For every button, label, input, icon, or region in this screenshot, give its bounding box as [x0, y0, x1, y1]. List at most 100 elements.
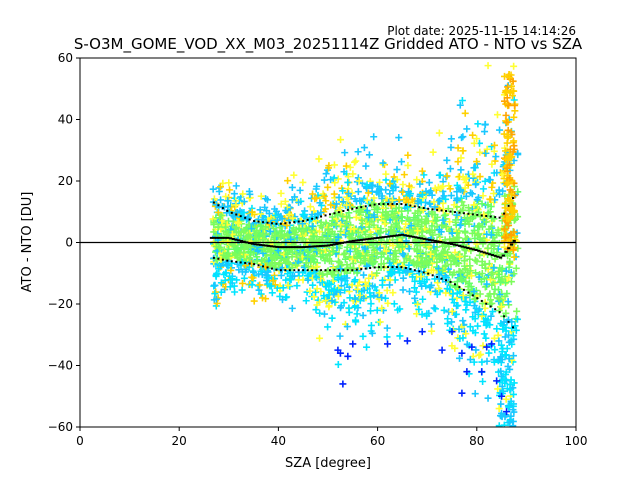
scatter-point	[341, 255, 349, 263]
scatter-point	[283, 203, 291, 211]
scatter-point	[309, 281, 317, 289]
scatter-point	[450, 269, 458, 277]
scatter-point	[487, 312, 495, 320]
scatter-point	[478, 358, 486, 366]
scatter-point	[370, 291, 378, 299]
scatter-point	[341, 267, 349, 275]
scatter-point	[447, 192, 455, 200]
outlier-point	[463, 368, 471, 376]
scatter-point	[484, 62, 492, 70]
scatter-point	[368, 329, 376, 337]
scatter-point	[501, 154, 509, 162]
scatter-point	[352, 157, 360, 165]
scatter-point	[510, 145, 518, 153]
scatter-point	[479, 342, 487, 350]
scatter-point	[351, 295, 359, 303]
scatter-point	[376, 244, 384, 252]
scatter-point	[284, 250, 292, 258]
scatter-point	[446, 165, 454, 173]
scatter-point	[366, 218, 374, 226]
scatter-point	[324, 323, 332, 331]
scatter-point	[304, 263, 312, 271]
scatter-point	[510, 390, 518, 398]
scatter-point	[226, 186, 234, 194]
scatter-point	[478, 278, 486, 286]
scatter-point	[258, 271, 266, 279]
scatter-point	[501, 351, 509, 359]
scatter-point	[270, 232, 278, 240]
scatter-point	[505, 101, 513, 109]
y-axis-label: ATO - NTO [DU]	[20, 192, 35, 293]
scatter-point	[505, 274, 513, 282]
scatter-point	[319, 251, 327, 259]
scatter-point	[291, 193, 299, 201]
scatter-point	[489, 308, 497, 316]
scatter-point	[235, 266, 243, 274]
scatter-point	[292, 261, 300, 269]
outlier-point	[498, 392, 506, 400]
scatter-point	[470, 139, 478, 147]
scatter-point	[430, 198, 438, 206]
scatter-point	[450, 201, 458, 209]
scatter-point	[470, 201, 478, 209]
scatter-point	[443, 172, 451, 180]
scatter-point	[304, 253, 312, 261]
scatter-point	[502, 87, 510, 95]
scatter-point	[363, 181, 371, 189]
scatter-point	[454, 196, 462, 204]
scatter-point	[214, 223, 222, 231]
scatter-point	[494, 385, 502, 393]
outlier-point	[458, 389, 466, 397]
scatter-point	[439, 266, 447, 274]
scatter-point	[507, 231, 515, 239]
y-tick-label: 0	[65, 236, 73, 250]
scatter-point	[507, 278, 515, 286]
scatter-point	[507, 154, 515, 162]
scatter-point	[367, 300, 375, 308]
scatter-point	[306, 270, 314, 278]
scatter-point	[327, 176, 335, 184]
scatter-point	[302, 259, 310, 267]
scatter-point	[448, 318, 456, 326]
scatter-point	[248, 273, 256, 281]
scatter-point	[379, 276, 387, 284]
y-tick-label: 40	[58, 113, 73, 127]
scatter-point	[383, 324, 391, 332]
scatter-point	[360, 294, 368, 302]
scatter-point	[277, 254, 285, 262]
scatter-point	[495, 422, 503, 427]
scatter-point	[388, 196, 396, 204]
scatter-point	[318, 233, 326, 241]
scatter-point	[382, 176, 390, 184]
scatter-point	[507, 197, 515, 205]
scatter-point	[433, 258, 441, 266]
scatter-point	[457, 207, 465, 215]
scatter-point	[463, 340, 471, 348]
scatter-point	[370, 194, 378, 202]
scatter-point	[226, 283, 234, 291]
scatter-point	[422, 187, 430, 195]
scatter-point	[325, 302, 333, 310]
scatter-point	[316, 334, 324, 342]
scatter-point	[395, 196, 403, 204]
scatter-point	[510, 270, 518, 278]
scatter-point	[496, 126, 504, 134]
scatter-point	[349, 259, 357, 267]
scatter-point	[383, 286, 391, 294]
scatter-point	[247, 225, 255, 233]
scatter-point	[233, 228, 241, 236]
scatter-point	[506, 89, 514, 97]
scatter-point	[427, 250, 435, 258]
scatter-point	[353, 310, 361, 318]
scatter-point	[222, 223, 230, 231]
scatter-point	[501, 211, 509, 219]
scatter-point	[361, 252, 369, 260]
scatter-point	[491, 346, 499, 354]
scatter-point	[370, 133, 378, 141]
scatter-point	[503, 345, 511, 353]
scatter-point	[230, 190, 238, 198]
scatter-point	[367, 307, 375, 315]
scatter-point	[299, 178, 307, 186]
scatter-point	[242, 268, 250, 276]
y-tick-label: −60	[48, 420, 73, 434]
